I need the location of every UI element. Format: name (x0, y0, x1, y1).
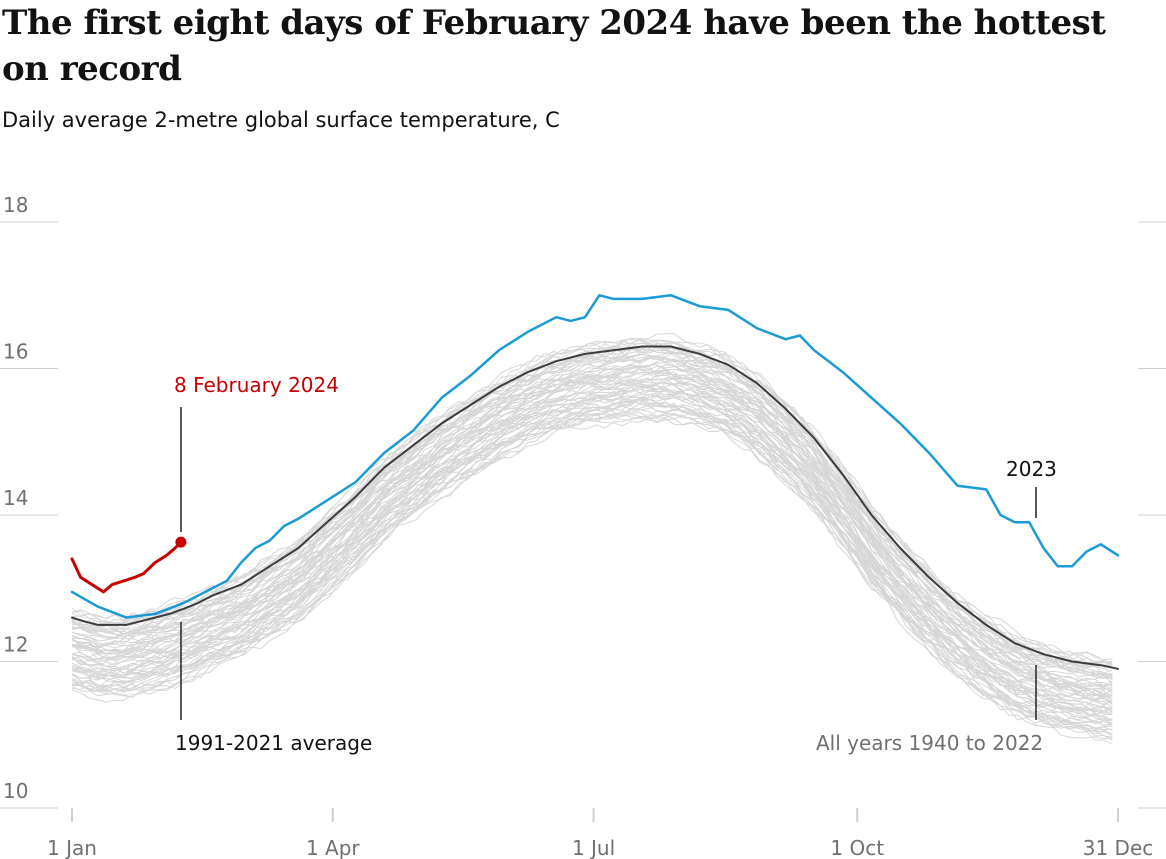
all-years-line-22 (71, 390, 1113, 722)
all-years-line-60 (71, 349, 1113, 678)
line-2023 (70, 294, 1120, 619)
all-years-line-46 (71, 364, 1113, 693)
all-years-line-0 (71, 413, 1113, 738)
all-years-line-10 (71, 402, 1113, 731)
all-years-line-4 (71, 401, 1113, 730)
y-tick-label-10: 10 (3, 779, 28, 803)
x-tick-label-0: 1 Jan (47, 836, 97, 859)
grid-layer (0, 221, 1166, 809)
all-years-line-48 (71, 357, 1113, 687)
x-tick-label-1: 1 Apr (306, 836, 360, 859)
x-axis: 1 Jan 1 Apr 1 Jul 1 Oct 31 Dec (47, 808, 1153, 859)
all-years-line-54 (71, 349, 1113, 682)
all-years-line-13 (71, 403, 1113, 727)
annotations: 8 February 2024 2023 1991-2021 average A… (174, 373, 1057, 755)
y-tick-label-14: 14 (3, 486, 28, 510)
chart-subtitle: Daily average 2-metre global surface tem… (2, 108, 560, 132)
all-years-line-47 (71, 364, 1113, 693)
label-2023: 2023 (1006, 457, 1057, 481)
all-years-line-6 (71, 411, 1113, 731)
all-years-line-8 (71, 409, 1113, 737)
x-tick-label-2: 1 Jul (572, 836, 615, 859)
y-tick-label-16: 16 (3, 340, 28, 364)
y-tick-label-12: 12 (3, 633, 28, 657)
average-label: 1991-2021 average (175, 731, 372, 755)
all-years-line-19 (71, 397, 1113, 722)
x-tick-label-3: 1 Oct (830, 836, 884, 859)
all-years-line-16 (71, 393, 1113, 726)
all-years-line-68 (71, 338, 1113, 664)
y-axis: 10 12 14 16 18 (3, 193, 28, 803)
point-2024-latest (175, 536, 187, 548)
series-lines (70, 294, 1120, 670)
feb-2024-label: 8 February 2024 (174, 373, 339, 397)
average-line (71, 345, 1119, 670)
all-years-line-66 (71, 332, 1113, 664)
all-years-line-69 (71, 338, 1113, 661)
x-tick-label-4: 31 Dec (1083, 836, 1154, 859)
all-years-line-52 (71, 352, 1113, 684)
all-years-line-3 (71, 412, 1113, 740)
chart-title: The first eight days of February 2024 ha… (2, 3, 1106, 89)
all-years-line-29 (71, 374, 1113, 707)
all-years-line-7 (71, 407, 1113, 736)
all-years-line-18 (71, 387, 1113, 713)
y-tick-label-18: 18 (3, 193, 28, 217)
line-2024 (70, 540, 183, 594)
all-years-line-28 (71, 383, 1113, 716)
all-years-line-9 (71, 404, 1113, 735)
all-years-line-30 (71, 379, 1113, 706)
all-years-label: All years 1940 to 2022 (816, 731, 1043, 755)
